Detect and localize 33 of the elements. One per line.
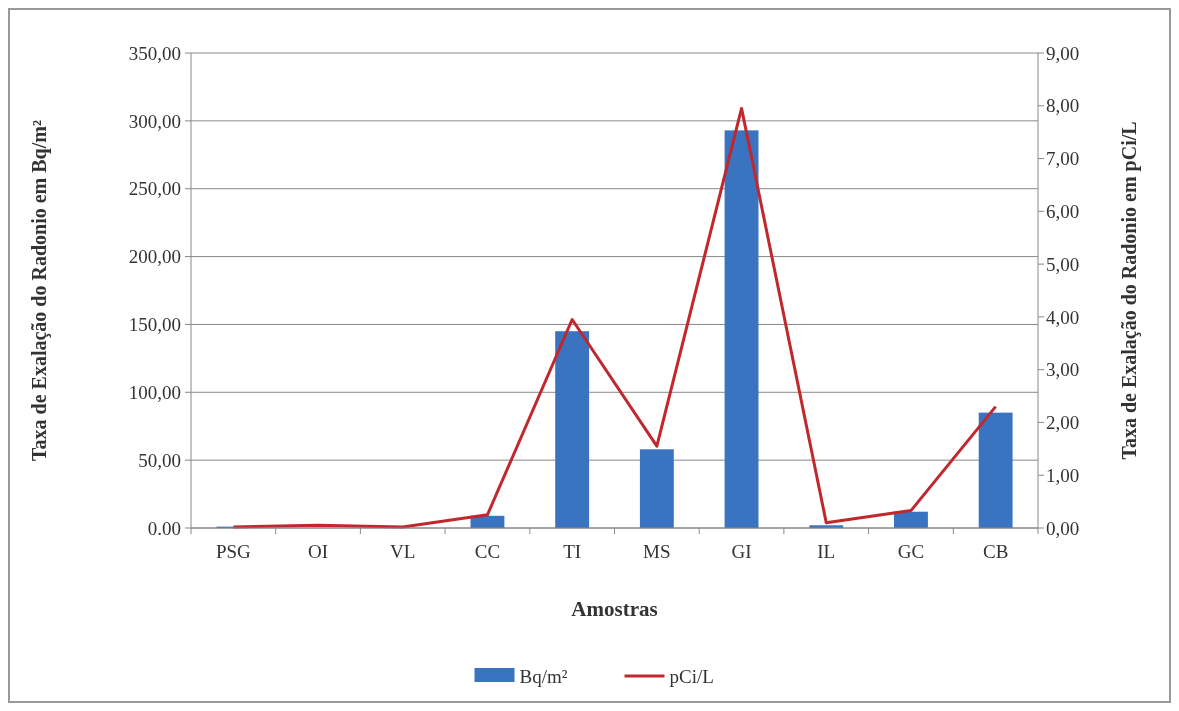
y-tick-label: 200,00	[128, 246, 181, 268]
legend-label: Bq/m²	[519, 665, 568, 687]
x-tick-label: CB	[982, 541, 1009, 562]
y2-axis-title: Taxa de Exalação do Radonio em pCi/L	[1118, 121, 1141, 460]
x-tick-label: IL	[817, 541, 836, 562]
x-tick-label: OI	[308, 541, 329, 562]
y-tick-label: 250,00	[128, 178, 181, 200]
y-tick-label: 100,00	[128, 381, 181, 403]
x-tick-label: GC	[897, 541, 925, 562]
y2-tick-label: 2,00	[1046, 412, 1080, 434]
y2-tick-label: 0,00	[1046, 517, 1080, 539]
y2-tick-label: 7,00	[1046, 148, 1080, 170]
y-tick-label: 300,00	[128, 110, 181, 132]
y2-tick-label: 4,00	[1046, 306, 1080, 328]
y-tick-label: 150,00	[128, 314, 181, 336]
y-axis-title: Taxa de Exalação do Radonio em Bq/m²	[28, 120, 51, 461]
y2-tick-label: 9,00	[1046, 42, 1080, 64]
x-axis-title: Amostras	[571, 597, 658, 621]
y2-tick-label: 8,00	[1046, 95, 1080, 117]
y2-tick-label: 3,00	[1046, 359, 1080, 381]
legend-label: pCi/L	[669, 665, 714, 687]
x-tick-label: PSG	[215, 541, 252, 562]
x-tick-label: CC	[474, 541, 501, 562]
y2-tick-label: 6,00	[1046, 200, 1080, 222]
y2-tick-label: 1,00	[1046, 464, 1080, 486]
y-tick-label: 0.00	[147, 517, 181, 539]
x-tick-label: TI	[563, 541, 582, 562]
x-tick-label: GI	[731, 541, 752, 562]
x-tick-label: VL	[390, 541, 416, 562]
y2-tick-label: 5,00	[1046, 253, 1080, 275]
y-tick-label: 50,00	[138, 449, 181, 471]
x-tick-label: MS	[643, 541, 671, 562]
y-tick-label: 350,00	[128, 42, 181, 64]
